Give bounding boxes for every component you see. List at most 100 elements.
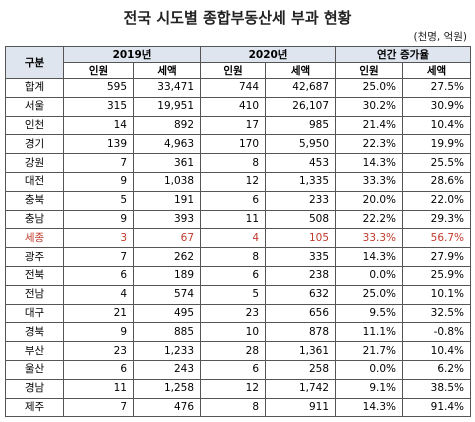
cell: 11.1% (335, 322, 404, 343)
cell: 139 (63, 134, 134, 155)
cell: 28.6% (402, 171, 472, 192)
cell: 7 (63, 397, 134, 418)
cell: 9 (63, 171, 134, 192)
cell: 410 (200, 96, 267, 117)
cell: 23 (200, 303, 267, 324)
cell: 28 (200, 341, 267, 361)
table-row: 강원 7 361 8 453 14.3% 25.5% (5, 153, 472, 173)
cell: 17 (200, 115, 267, 136)
cell: 6 (200, 190, 267, 211)
cell: 191 (132, 190, 202, 211)
cell: 19.9% (402, 134, 472, 155)
cell: 10.1% (402, 284, 472, 305)
table-row: 경남 11 1,258 12 1,742 9.1% 38.5% (5, 378, 472, 399)
cell: 574 (132, 284, 202, 305)
cell: 9 (63, 322, 134, 343)
table-row: 대전 9 1,038 12 1,335 33.3% 28.6% (5, 171, 472, 192)
header-cell: 세액 (132, 62, 202, 79)
row-label: 합계 (5, 78, 64, 98)
cell: 42,687 (265, 78, 337, 98)
header-cell: 구분 (5, 46, 64, 79)
data-table: 구분 2019년 2020년 연간 증가율 인원 세액 인원 세액 인원 세액 합계 595… (5, 46, 472, 418)
cell: 453 (265, 153, 337, 173)
cell: 38.5% (402, 378, 472, 399)
row-label: 경북 (5, 322, 64, 343)
cell: 25.0% (335, 284, 404, 305)
cell: 25.0% (335, 78, 404, 98)
cell: 4 (63, 284, 134, 305)
cell: 10 (200, 322, 267, 343)
row-label: 부산 (5, 341, 64, 361)
cell: -0.8% (402, 322, 472, 343)
cell: 4,963 (132, 134, 202, 155)
cell: 32.5% (402, 303, 472, 324)
row-label: 경남 (5, 378, 64, 399)
cell: 9.1% (335, 378, 404, 399)
cell: 656 (265, 303, 337, 324)
cell: 21.7% (335, 341, 404, 361)
cell: 56.7% (402, 228, 472, 249)
table-row: 서울 315 19,951 410 26,107 30.2% 30.9% (5, 96, 472, 117)
cell: 22.3% (335, 134, 404, 155)
row-label: 광주 (5, 247, 64, 267)
table-row: 대구 21 495 23 656 9.5% 32.5% (5, 303, 472, 324)
cell: 1,742 (265, 378, 337, 399)
cell: 21 (63, 303, 134, 324)
cell: 878 (265, 322, 337, 343)
cell: 23 (63, 341, 134, 361)
table-row: 충남 9 393 11 508 22.2% 29.3% (5, 209, 472, 230)
row-label: 경기 (5, 134, 64, 155)
table-row: 광주 7 262 8 335 14.3% 27.9% (5, 247, 472, 267)
row-label: 강원 (5, 153, 64, 173)
cell: 335 (265, 247, 337, 267)
table-row: 전남 4 574 5 632 25.0% 10.1% (5, 284, 472, 305)
table-row: 경북 9 885 10 878 11.1% -0.8% (5, 322, 472, 343)
table-row: 경기 139 4,963 170 5,950 22.3% 19.9% (5, 134, 472, 155)
header-cell: 인원 (335, 62, 404, 79)
cell: 8 (200, 247, 267, 267)
cell: 12 (200, 171, 267, 192)
cell: 0.0% (335, 265, 404, 286)
cell: 1,233 (132, 341, 202, 361)
cell: 238 (265, 265, 337, 286)
cell: 6.2% (402, 359, 472, 380)
cell: 91.4% (402, 397, 472, 418)
cell: 7 (63, 247, 134, 267)
cell: 14.3% (335, 247, 404, 267)
cell: 1,361 (265, 341, 337, 361)
title: 전국 시도별 종합부동산세 부과 현황 (123, 9, 352, 27)
cell: 170 (200, 134, 267, 155)
row-label: 전남 (5, 284, 64, 305)
row-label: 대구 (5, 303, 64, 324)
cell: 911 (265, 397, 337, 418)
cell: 315 (63, 96, 134, 117)
table-row: 충북 5 191 6 233 20.0% 22.0% (5, 190, 472, 211)
cell: 361 (132, 153, 202, 173)
cell: 3 (63, 228, 134, 249)
cell: 744 (200, 78, 267, 98)
table-row: 인천 14 892 17 985 21.4% 10.4% (5, 115, 472, 136)
header-cell: 인원 (63, 62, 134, 79)
cell: 14.3% (335, 153, 404, 173)
cell: 6 (200, 265, 267, 286)
cell: 0.0% (335, 359, 404, 380)
cell: 1,038 (132, 171, 202, 192)
cell: 14 (63, 115, 134, 136)
row-label: 울산 (5, 359, 64, 380)
header-cell: 2020년 (200, 46, 337, 63)
cell: 258 (265, 359, 337, 380)
cell: 33.3% (335, 171, 404, 192)
cell: 30.2% (335, 96, 404, 117)
cell: 21.4% (335, 115, 404, 136)
cell: 233 (265, 190, 337, 211)
cell: 20.0% (335, 190, 404, 211)
header-cell: 세액 (265, 62, 337, 79)
cell: 105 (265, 228, 337, 249)
cell: 10.4% (402, 341, 472, 361)
cell: 10.4% (402, 115, 472, 136)
cell: 632 (265, 284, 337, 305)
row-label: 충남 (5, 209, 64, 230)
cell: 11 (200, 209, 267, 230)
cell: 7 (63, 153, 134, 173)
cell: 14.3% (335, 397, 404, 418)
